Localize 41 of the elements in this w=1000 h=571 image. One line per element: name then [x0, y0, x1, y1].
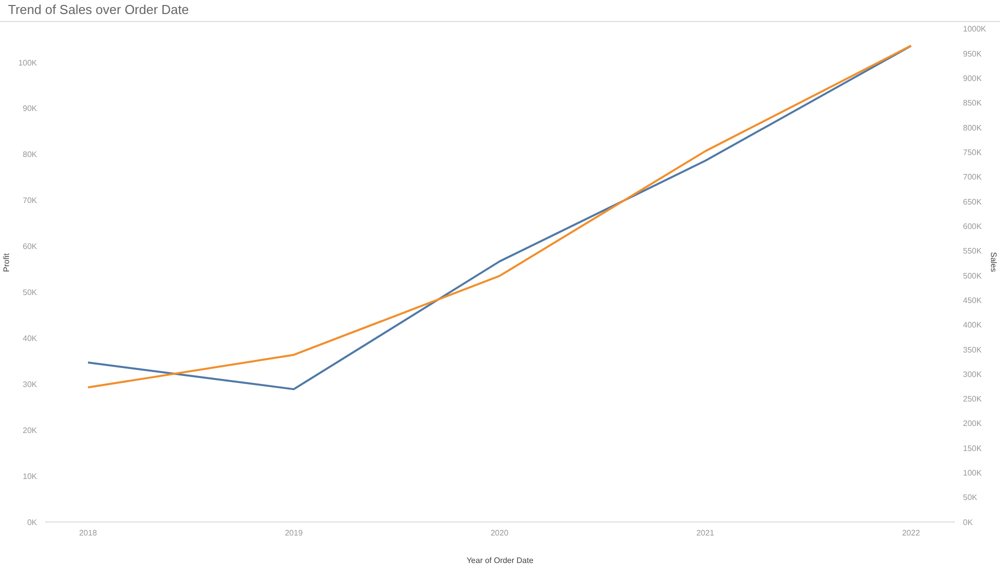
y-tick-label: 10K: [22, 472, 38, 481]
y2-tick-label: 550K: [963, 246, 982, 256]
y2-tick-label: 750K: [963, 148, 982, 158]
y-tick-label: 50K: [22, 288, 38, 298]
y-tick-label: 30K: [22, 380, 38, 389]
y-tick-label: 80K: [22, 150, 38, 160]
y-tick-label: 20K: [22, 426, 38, 435]
y2-tick-label: 400K: [963, 320, 982, 330]
y2-tick-label: 50K: [963, 493, 978, 502]
y-tick-label: 90K: [22, 104, 38, 114]
y2-tick-label: 650K: [963, 197, 982, 206]
y2-tick-label: 0K: [963, 518, 974, 527]
y2-tick-label: 350K: [963, 345, 982, 354]
y2-tick-label: 800K: [963, 123, 982, 132]
x-tick-label: 2021: [696, 528, 715, 538]
x-tick-label: 2020: [490, 528, 509, 538]
y-tick-label: 60K: [22, 242, 38, 252]
y2-tick-label: 850K: [963, 98, 982, 108]
y2-tick-label: 500K: [963, 271, 982, 280]
x-tick-label: 2018: [79, 528, 98, 538]
y2-tick-label: 700K: [963, 172, 982, 182]
y2-tick-label: 1000K: [963, 24, 987, 34]
y-tick-label: 70K: [22, 196, 38, 206]
x-axis-title: Year of Order Date: [466, 556, 534, 565]
y-tick-label: 100K: [18, 58, 38, 68]
x-tick-label: 2019: [284, 528, 304, 538]
y2-axis-title: Sales: [989, 252, 998, 272]
y-tick-label: 0K: [27, 518, 38, 527]
y2-tick-label: 450K: [963, 296, 982, 305]
y-tick-label: 40K: [22, 334, 38, 344]
x-tick-label: 2022: [902, 528, 920, 538]
y2-tick-label: 900K: [963, 74, 982, 84]
y-axis-title: Profit: [2, 252, 11, 272]
y2-tick-label: 100K: [963, 468, 982, 478]
y2-tick-label: 950K: [963, 49, 982, 58]
y2-tick-label: 250K: [963, 394, 982, 404]
y2-tick-label: 200K: [963, 419, 982, 428]
y2-tick-label: 150K: [963, 444, 982, 453]
y2-tick-label: 300K: [963, 370, 982, 379]
y2-tick-label: 600K: [963, 222, 982, 231]
chart-title: Trend of Sales over Order Date: [8, 2, 189, 17]
